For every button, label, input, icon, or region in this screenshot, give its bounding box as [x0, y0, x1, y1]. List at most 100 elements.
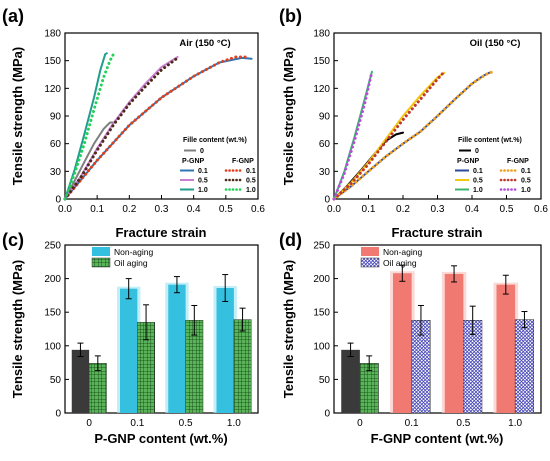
plot-frame	[64, 32, 259, 200]
y-tick-label: 150	[44, 56, 61, 67]
panel-label: (a)	[2, 6, 24, 26]
x-tick-label: 0.3	[431, 204, 445, 215]
legend-entry-label: 1.0	[198, 187, 208, 194]
series-line-f-gnp-0.1	[63, 55, 247, 201]
x-axis-label: P-GNP content (wt.%)	[94, 431, 227, 446]
y-tick-label: 90	[319, 112, 331, 123]
bar-non-aging	[341, 349, 360, 413]
y-axis-label: Tensile strength (MPa)	[10, 260, 25, 398]
y-tick-label: 180	[44, 29, 61, 40]
plot-frame	[333, 244, 542, 414]
legend-group-label: P-GNP	[182, 158, 205, 165]
y-tick-label: 250	[44, 241, 61, 252]
y-tick-label: 60	[319, 139, 331, 150]
y-tick-label: 150	[313, 308, 330, 319]
y-tick-label: 30	[319, 167, 331, 178]
x-axis-label: Fracture strain	[391, 225, 482, 240]
series-line-neat-0	[64, 121, 116, 200]
y-tick-label: 0	[55, 409, 61, 420]
x-tick-label: 0.2	[122, 204, 136, 215]
x-axis-label: F-GNP content (wt.%)	[371, 431, 504, 446]
bar-oil-aging	[514, 319, 535, 414]
series-line-p-gnp-0.1	[64, 56, 253, 200]
x-tick-label: 0.5	[500, 204, 514, 215]
x-tick-label: 1.0	[227, 418, 241, 429]
y-tick-label: 180	[313, 29, 330, 40]
y-tick-label: 0	[324, 195, 330, 206]
y-tick-label: 60	[50, 139, 62, 150]
x-axis-label: Fracture strain	[115, 225, 206, 240]
legend-title: Fille content (wt.%)	[183, 137, 247, 144]
legend-entry-label: 0.5	[246, 178, 256, 185]
x-tick-label: 0.5	[219, 204, 233, 215]
legend-entry-label: 0.1	[473, 168, 483, 175]
panel-b: (b) Tensile strength (MPa) Fracture strain…	[279, 6, 548, 240]
x-tick-label: 0.1	[90, 204, 104, 215]
panel-c: (c) Tensile strength (MPa) P-GNP content (…	[2, 230, 259, 446]
x-tick-label: 0.4	[465, 204, 479, 215]
y-tick-label: 120	[313, 84, 330, 95]
legend-entry-label: 1.0	[473, 187, 483, 194]
bar-non-aging	[120, 288, 138, 413]
y-axis-label: Tensile strength (MPa)	[10, 47, 25, 185]
bar-non-aging	[496, 284, 516, 413]
legend-entry-label: 1.0	[246, 187, 256, 194]
y-tick-label: 200	[44, 274, 61, 285]
legend-group-label: F-GNP	[232, 158, 254, 165]
x-tick-label: 0.1	[362, 204, 376, 215]
legend-title: Fille content (wt.%)	[458, 137, 522, 144]
plot-frame	[64, 244, 259, 414]
x-tick-label: 0.6	[251, 204, 265, 215]
y-axis-label: Tensile strength (MPa)	[281, 47, 296, 185]
legend-entry-label: Non-aging	[114, 247, 153, 257]
x-tick-label: 0.0	[327, 204, 341, 215]
legend-entry-label: 1.0	[521, 187, 531, 194]
bar-non-aging	[444, 273, 464, 413]
legend-entry-label: 0.1	[246, 168, 256, 175]
x-tick-label: 0.3	[155, 204, 169, 215]
x-tick-label: 0.5	[179, 418, 193, 429]
panel-label: (d)	[279, 230, 302, 250]
legend-entry-label: Oil aging	[383, 258, 417, 268]
legend-swatch	[360, 257, 380, 268]
x-tick-label: 0.4	[187, 204, 201, 215]
legend-swatch	[91, 257, 111, 268]
bar-non-aging	[216, 288, 234, 413]
legend-entry-label: 0	[475, 148, 479, 155]
y-tick-label: 50	[319, 375, 331, 386]
y-tick-label: 200	[313, 274, 330, 285]
legend-entry-label: 0.5	[198, 178, 208, 185]
y-tick-label: 250	[313, 241, 330, 252]
condition-label: Air (150 °C)	[179, 38, 230, 49]
legend-group-label: F-GNP	[507, 158, 529, 165]
panel-d: (d) Tensile strength (MPa) F-GNP content (…	[279, 230, 542, 446]
bar-non-aging	[392, 273, 412, 413]
x-tick-label: 0.5	[456, 418, 470, 429]
legend-entry-label: 0.5	[473, 178, 483, 185]
legend-swatch	[361, 247, 379, 256]
legend-entry-label: Oil aging	[114, 258, 148, 268]
y-tick-label: 150	[44, 308, 61, 319]
x-tick-label: 0.2	[396, 204, 410, 215]
series-line-f-gnp-1.0	[63, 49, 117, 201]
y-tick-label: 150	[313, 56, 330, 67]
x-tick-label: 0	[86, 418, 92, 429]
legend-entry-label: 0.1	[521, 168, 531, 175]
legend-entry-label: 0.1	[198, 168, 208, 175]
y-tick-label: 100	[313, 341, 330, 352]
legend-swatch	[92, 247, 110, 256]
x-tick-label: 0.1	[130, 418, 144, 429]
series-line-f-gnp-0.5	[63, 56, 180, 201]
bar-non-aging	[168, 284, 186, 413]
series-line-p-gnp-1.0	[64, 52, 108, 200]
series-line-f-gnp-0.5	[332, 70, 446, 201]
x-tick-label: 0.6	[534, 204, 548, 215]
panel-label: (b)	[279, 6, 302, 26]
x-tick-label: 0.1	[405, 418, 419, 429]
x-tick-label: 0	[357, 418, 363, 429]
x-tick-label: 1.0	[508, 418, 522, 429]
bar-oil-aging	[233, 319, 252, 414]
legend-entry-label: Non-aging	[383, 247, 422, 257]
condition-label: Oil (150 °C)	[470, 38, 521, 49]
